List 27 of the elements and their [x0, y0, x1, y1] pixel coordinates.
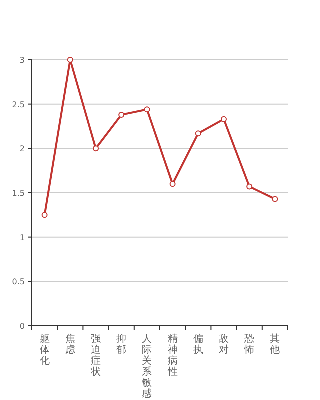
point — [272, 196, 278, 202]
y-tick-label: 1 — [20, 233, 25, 242]
point — [93, 146, 99, 152]
point — [67, 57, 74, 63]
y-tick-label: 3 — [20, 56, 25, 65]
x-tick-label: 焦虑 — [65, 333, 76, 356]
x-tick-label: 强迫症状 — [90, 334, 101, 378]
point — [195, 130, 202, 137]
y-tick-label: 1.5 — [12, 189, 25, 198]
point — [144, 106, 150, 113]
x-tick-label: 恐怖 — [244, 334, 255, 356]
x-tick-label: 偏执 — [193, 333, 204, 356]
x-tick-label: 其他 — [270, 333, 280, 356]
x-tick-label: 躯体化 — [40, 334, 50, 367]
y-tick-label: 2.5 — [12, 100, 25, 110]
point — [170, 181, 176, 188]
point — [246, 184, 253, 190]
point — [221, 116, 227, 122]
point — [42, 212, 48, 218]
x-tick-label: 敌对 — [219, 334, 229, 356]
y-tick-label: 2 — [20, 144, 25, 154]
point — [118, 112, 125, 118]
x-tick-label: 抑郁 — [116, 333, 127, 356]
y-tick-label: 0 — [20, 322, 25, 331]
x-tick-label: 精神病性 — [166, 333, 178, 378]
y-tick-label: 0.5 — [12, 278, 25, 287]
x-tick-label: 人际关系敏感 — [142, 334, 152, 400]
